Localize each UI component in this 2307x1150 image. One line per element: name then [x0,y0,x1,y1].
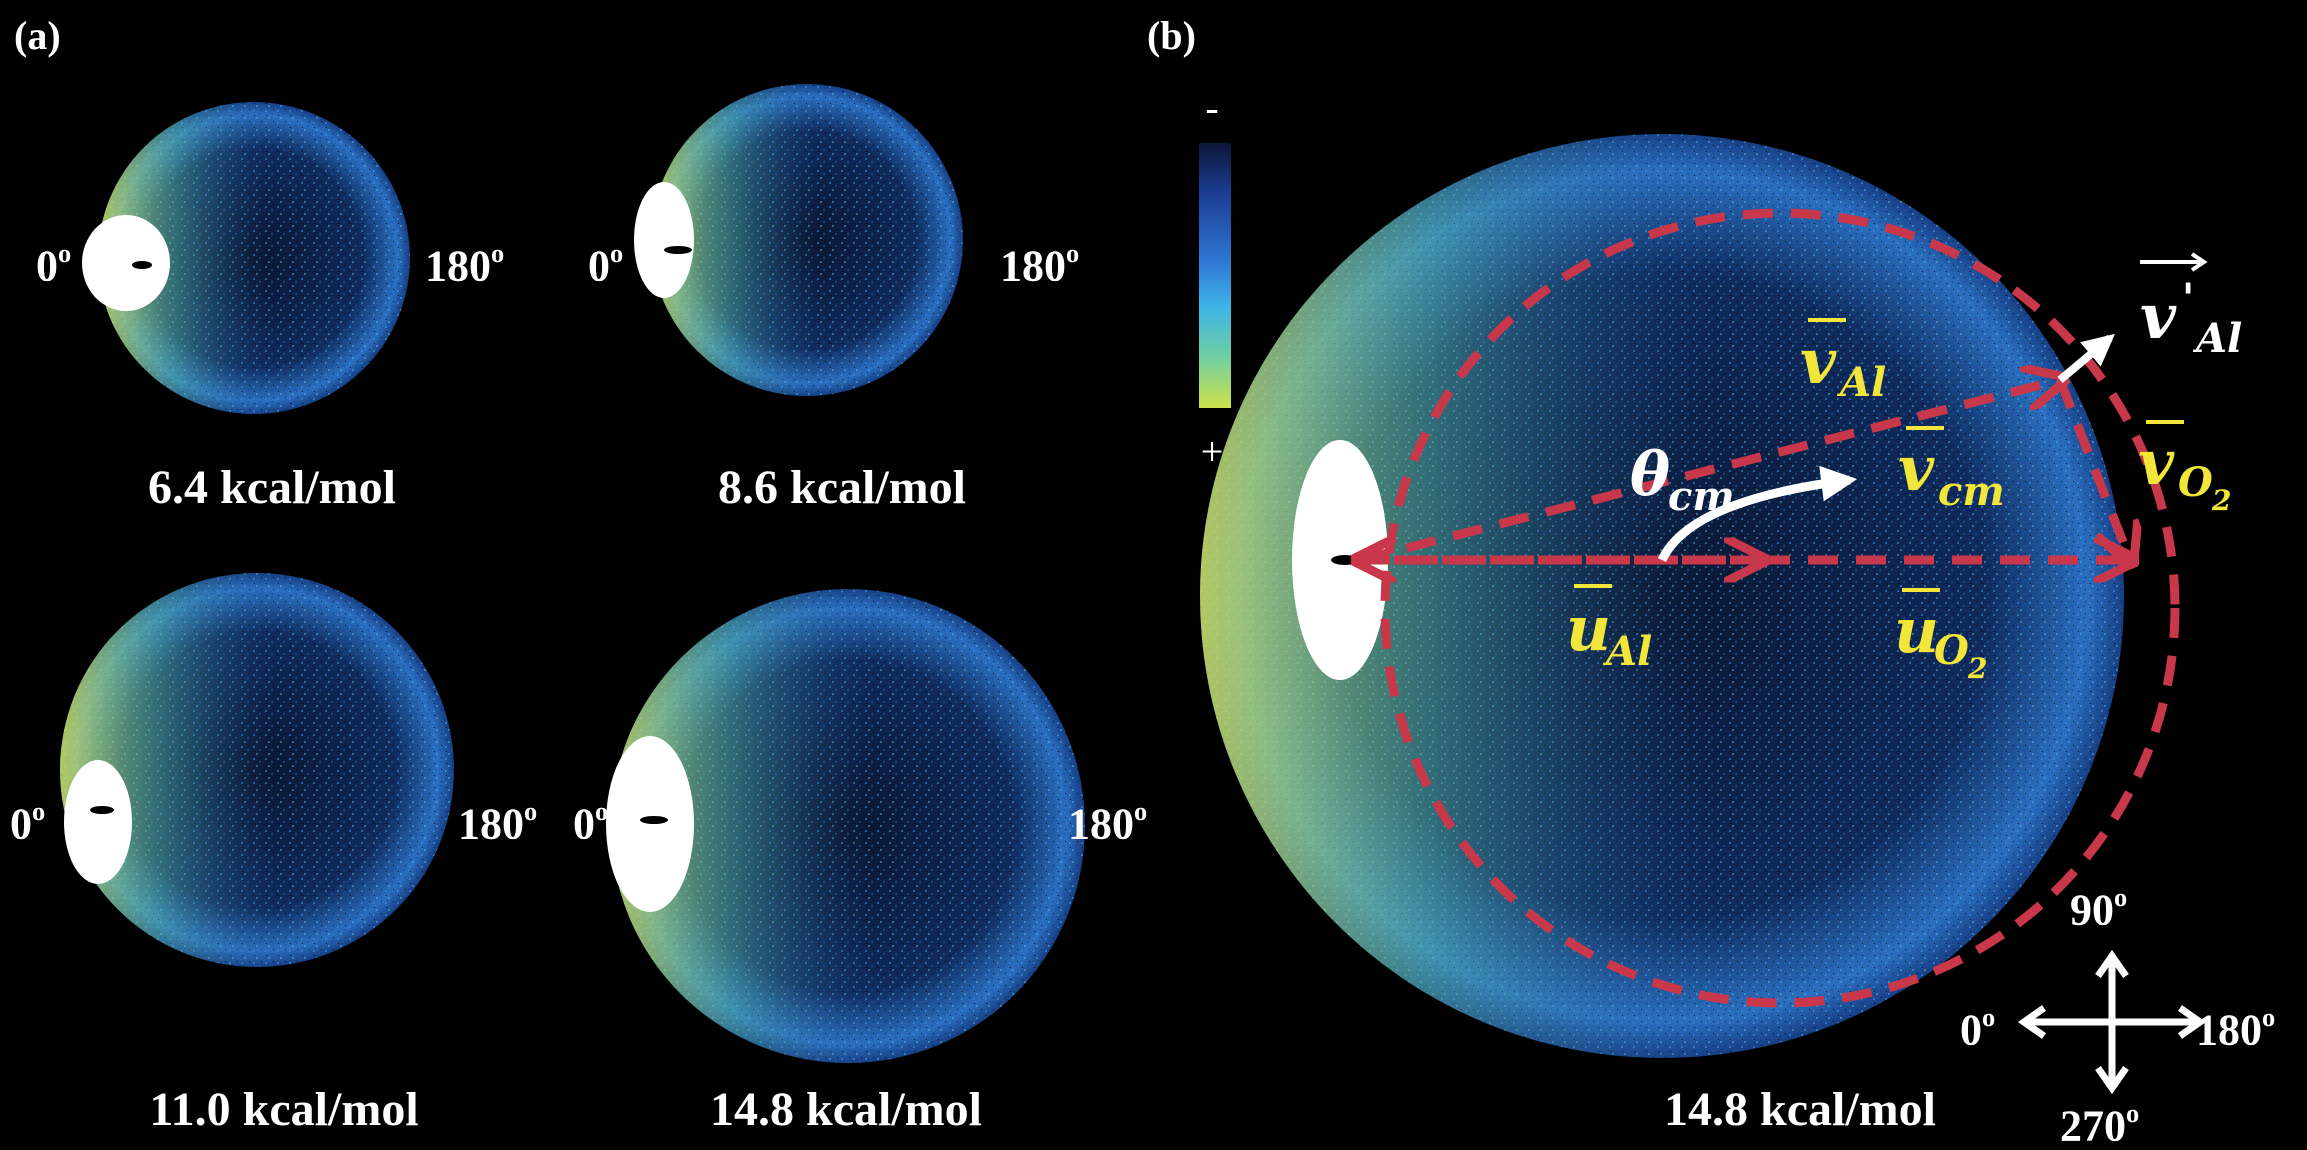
theta-cm-arrow [1657,465,1858,563]
svg-text:Al: Al [2192,315,2242,362]
angle-label-left: 0o [10,796,46,849]
colorbar [1199,143,1231,408]
velocity-image-14.8-large [1200,134,2124,1058]
angle-label-right: 180o [425,238,505,291]
energy-label: 6.4 kcal/mol [148,461,396,514]
newton-diagram [1358,208,2180,1008]
svg-text:': ' [2182,275,2194,322]
svg-text:u: u [1894,594,1939,667]
angle-label-left: 0o [36,238,72,291]
svg-text:v: v [2138,426,2175,499]
svg-text:O: O [2178,459,2213,506]
v-al-arrow [1358,380,2060,565]
panel-label-b: (b) [1147,13,1196,58]
svg-text:cm: cm [1938,468,2005,515]
theta-cm-label: θ cm [1630,440,1735,520]
velocity-image-6.4 [82,102,410,414]
angle-label-right: 180o [458,796,538,849]
energy-label: 11.0 kcal/mol [149,1083,419,1136]
svg-text:2: 2 [2211,484,2231,517]
svg-text:v: v [1800,325,1837,398]
compass-label-180: 180o [2196,1002,2276,1055]
velocity-image-11.0 [60,573,454,967]
dashed-circle [1380,208,2180,1008]
compass-arrows [2017,949,2207,1095]
colorbar-top-label: - [1205,85,1219,130]
compass-label-270: 270o [2060,1098,2140,1150]
velocity-image-14.8-small [606,589,1085,1063]
vector-label-v-o2: v O 2 [2138,420,2231,517]
compass-label-0: 0o [1960,1002,1996,1055]
svg-text:θ: θ [1630,440,1670,510]
energy-label: 8.6 kcal/mol [718,461,966,514]
vector-label-v-cm: v cm [1898,426,2005,515]
energy-label: 14.8 kcal/mol [1664,1083,1936,1136]
panel-label-a: (a) [14,13,61,58]
svg-text:Al: Al [1602,628,1652,675]
angle-label-right: 180o [1068,796,1148,849]
svg-text:v: v [2140,280,2177,353]
v-prime-al-arrow [2057,333,2115,384]
compass-label-90: 90o [2070,882,2128,935]
angle-label-left: 0o [588,238,624,291]
v-o2-arrow [2055,378,2130,560]
vector-label-u-o2: u O 2 [1894,588,1987,685]
svg-text:cm: cm [1668,473,1735,520]
vector-label-v-al: v Al [1800,318,1886,406]
svg-text:Al: Al [1836,359,1886,406]
svg-text:u: u [1566,592,1611,665]
vector-label-v-prime-al: v ' Al [2140,252,2242,362]
energy-label: 14.8 kcal/mol [710,1083,982,1136]
angle-label-right: 180o [1000,238,1080,291]
svg-text:v: v [1898,432,1935,505]
svg-text:2: 2 [1967,652,1987,685]
velocity-image-8.6 [634,84,963,396]
colorbar-bottom-label: + [1200,429,1224,474]
angle-label-left: 0o [573,796,609,849]
vector-label-u-al: u Al [1566,584,1652,675]
svg-text:O: O [1934,627,1969,674]
